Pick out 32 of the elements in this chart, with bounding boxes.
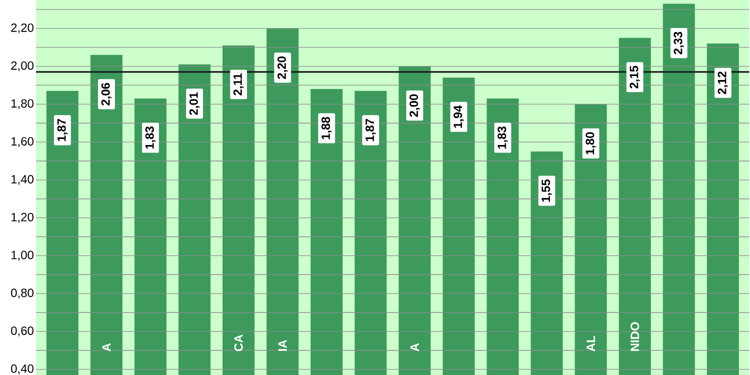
y-tick-label: 1,20 — [12, 212, 34, 223]
y-tick-label: 1,80 — [12, 99, 34, 110]
data-label: 2,06 — [101, 82, 112, 106]
data-label: 1,87 — [366, 119, 376, 142]
y-tick-label: 2,00 — [11, 61, 34, 72]
data-label: 2,12 — [718, 72, 728, 94]
data-label: 2,15 — [630, 66, 640, 88]
x-tick-label: A — [102, 343, 111, 352]
y-tick-label: 0,60 — [11, 326, 34, 336]
y-tick-label: 1,00 — [12, 250, 34, 261]
y-tick-label: 0,80 — [11, 288, 34, 299]
data-label: 1,55 — [542, 179, 552, 202]
x-tick-label: IA — [278, 340, 287, 351]
data-label: 2,20 — [277, 56, 288, 79]
data-label: 1,83 — [498, 126, 508, 149]
data-label: 1,87 — [57, 119, 68, 142]
data-label: 1,88 — [321, 116, 332, 140]
x-tick-label: CA — [234, 334, 243, 352]
x-tick-label: AL — [586, 336, 595, 352]
data-label: 1,80 — [586, 132, 596, 154]
data-label: 2,01 — [189, 92, 200, 115]
y-tick-label: 2,20 — [11, 23, 34, 34]
data-label: 2,00 — [410, 94, 420, 117]
y-tick-label: 1,60 — [12, 137, 34, 147]
y-tick-label: 1,40 — [12, 174, 34, 185]
data-label: 2,33 — [674, 32, 684, 54]
data-label: 1,94 — [454, 105, 464, 128]
x-tick-label: NIDO — [630, 322, 640, 351]
y-tick-label: 0,40 — [11, 364, 34, 374]
data-label: 1,83 — [145, 126, 156, 149]
data-label: 2,11 — [233, 73, 244, 96]
x-tick-label: A — [410, 343, 419, 352]
